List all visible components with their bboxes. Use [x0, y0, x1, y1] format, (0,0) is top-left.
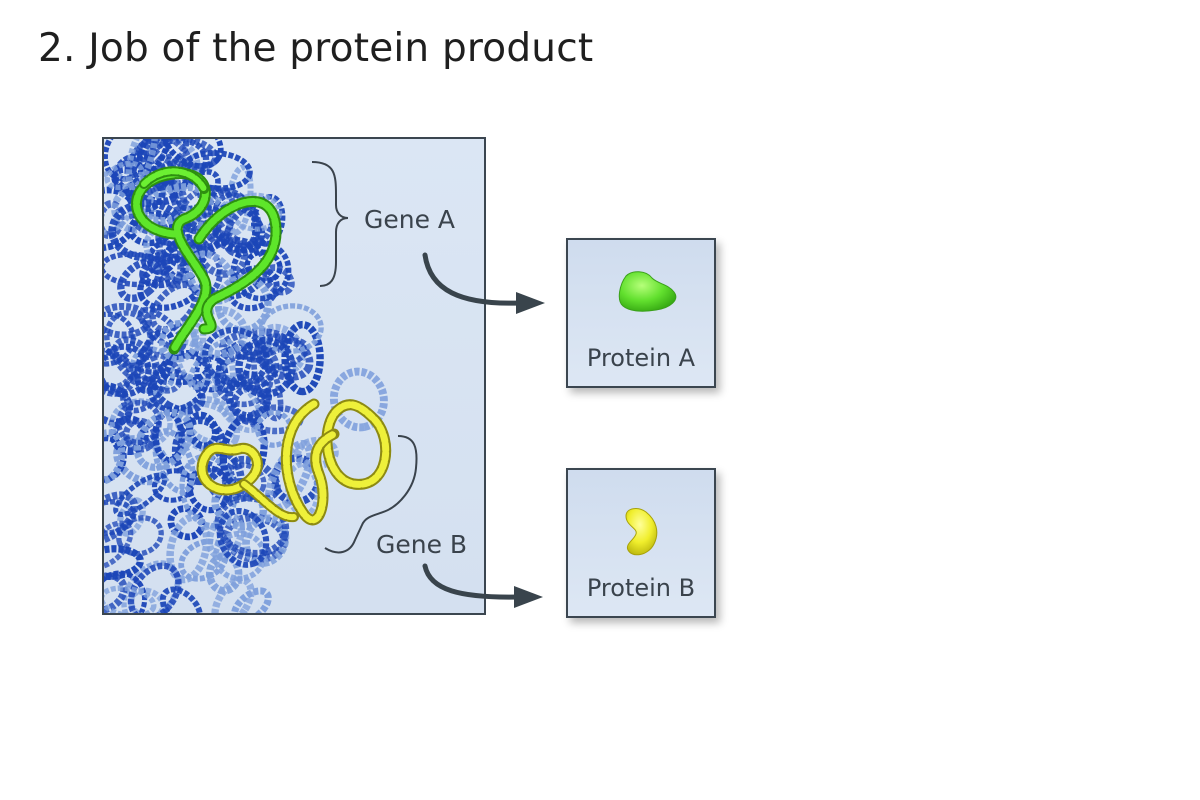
- protein-b-label: Protein B: [586, 574, 696, 602]
- chromatin-loop: [115, 399, 162, 446]
- chromatin-loop: [262, 264, 295, 296]
- protein-a-shape: [618, 271, 677, 312]
- chromatin-loop: [251, 347, 284, 422]
- chromatin-loop: [104, 302, 152, 339]
- gene-a-label: Gene A: [364, 205, 456, 234]
- chromatin-loop: [113, 472, 168, 518]
- chromatin-loop: [104, 310, 154, 369]
- chromatin-loop: [174, 400, 241, 454]
- chromatin-loop: [329, 367, 388, 432]
- chromatin-loop: [184, 396, 238, 446]
- chromatin-loop: [104, 520, 134, 570]
- chromatin-loop: [258, 303, 324, 354]
- chromatin-loop: [219, 328, 289, 360]
- chromatin-loop: [216, 507, 270, 568]
- chromatin-loop: [127, 562, 182, 613]
- chromatin-loop: [109, 398, 173, 450]
- chromatin-loop: [117, 258, 163, 303]
- chromatin-loop: [211, 481, 268, 531]
- chromatin-loop: [127, 209, 176, 247]
- arrow-a: [422, 252, 523, 306]
- chromatin-loop: [104, 343, 152, 398]
- gene-b-label: Gene B: [376, 530, 468, 559]
- chromatin-loop: [158, 320, 199, 363]
- chromatin-loop: [104, 429, 126, 485]
- chromatin-illustration: [104, 139, 392, 613]
- chromatin-loop: [104, 200, 125, 240]
- chromatin-loop: [254, 409, 293, 448]
- chromatin-loop: [187, 338, 236, 390]
- protein-a-label: Protein A: [586, 344, 696, 372]
- protein-a-box: Protein A: [566, 238, 716, 388]
- chromatin-loop: [104, 311, 136, 367]
- chromatin-loop: [104, 570, 148, 613]
- gene-b-loops: [196, 398, 392, 526]
- arrowhead-b: [514, 586, 543, 608]
- chromatin-loop: [167, 505, 206, 541]
- arrowhead-a: [516, 292, 545, 314]
- chromatin-loop: [133, 409, 194, 471]
- chromatin-loop: [125, 139, 159, 191]
- chromatin-loop: [159, 586, 203, 613]
- chromatin-panel: [102, 137, 486, 615]
- chromatin-coils: [104, 139, 388, 613]
- arrow-b: [422, 563, 521, 600]
- chromatin-loop: [211, 576, 255, 613]
- protein-b-shape: [625, 508, 658, 556]
- gene-a-brace: [311, 161, 349, 287]
- chromatin-loop: [104, 572, 128, 613]
- protein-b-box: Protein B: [566, 468, 716, 618]
- chromatin-loop: [104, 160, 145, 191]
- chromatin-loop: [222, 200, 277, 258]
- gene-b-brace: [324, 435, 418, 554]
- chromatin-loop: [104, 170, 136, 235]
- chromatin-loop: [231, 587, 272, 613]
- chromatin-loop: [104, 585, 157, 613]
- gene-a-loops: [131, 166, 282, 355]
- chromatin-loop: [281, 320, 324, 396]
- chromatin-loop: [104, 491, 139, 546]
- chromatin-loop: [137, 306, 187, 352]
- page-title: 2. Job of the protein product: [38, 26, 594, 71]
